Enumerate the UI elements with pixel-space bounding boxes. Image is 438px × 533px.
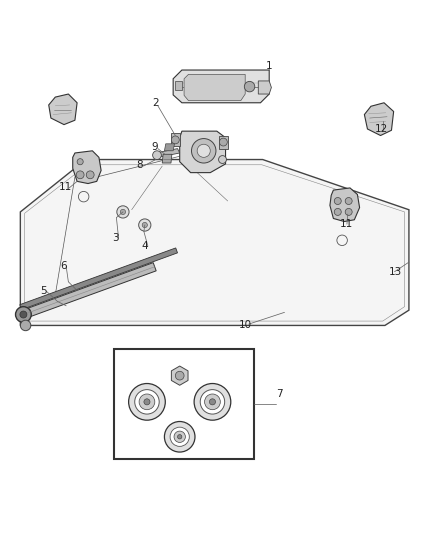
Polygon shape — [22, 263, 156, 319]
Polygon shape — [25, 165, 405, 321]
Circle shape — [139, 219, 151, 231]
Polygon shape — [184, 75, 245, 101]
Text: 10: 10 — [239, 320, 252, 330]
Circle shape — [177, 434, 182, 439]
Polygon shape — [20, 159, 409, 326]
Circle shape — [164, 422, 195, 452]
Polygon shape — [20, 248, 177, 310]
Circle shape — [142, 222, 148, 228]
Text: 8: 8 — [136, 160, 143, 170]
Circle shape — [200, 390, 225, 414]
Circle shape — [135, 390, 159, 414]
Circle shape — [78, 191, 89, 202]
Polygon shape — [258, 81, 272, 94]
Text: 12: 12 — [375, 124, 389, 134]
Circle shape — [219, 156, 226, 164]
Circle shape — [139, 394, 155, 410]
Circle shape — [120, 209, 126, 215]
Circle shape — [337, 235, 347, 246]
Polygon shape — [330, 188, 360, 222]
Circle shape — [209, 399, 215, 405]
Circle shape — [334, 208, 341, 215]
Text: 5: 5 — [40, 286, 47, 296]
Circle shape — [15, 306, 31, 322]
Text: 3: 3 — [112, 233, 118, 243]
Text: 11: 11 — [340, 219, 353, 229]
Polygon shape — [162, 154, 172, 163]
Circle shape — [219, 138, 227, 146]
Circle shape — [194, 384, 231, 420]
Polygon shape — [364, 103, 394, 135]
Circle shape — [175, 372, 184, 380]
Circle shape — [171, 136, 179, 144]
Circle shape — [20, 311, 27, 318]
Polygon shape — [164, 144, 174, 151]
Circle shape — [345, 208, 352, 215]
Polygon shape — [173, 70, 269, 103]
Circle shape — [197, 144, 210, 157]
Circle shape — [20, 320, 31, 330]
Circle shape — [191, 139, 216, 163]
Polygon shape — [155, 149, 180, 157]
Circle shape — [77, 159, 83, 165]
Circle shape — [86, 171, 94, 179]
Circle shape — [334, 198, 341, 205]
Circle shape — [129, 384, 165, 420]
Polygon shape — [49, 94, 77, 125]
Polygon shape — [171, 366, 188, 385]
Text: 7: 7 — [276, 390, 283, 399]
Polygon shape — [219, 135, 228, 149]
Circle shape — [345, 198, 352, 205]
Text: 13: 13 — [389, 267, 403, 277]
Circle shape — [117, 206, 129, 218]
Polygon shape — [171, 133, 180, 147]
Circle shape — [244, 82, 255, 92]
Text: 2: 2 — [152, 98, 159, 108]
Text: 9: 9 — [151, 142, 158, 152]
Polygon shape — [175, 81, 182, 90]
Text: 1: 1 — [266, 61, 272, 71]
Text: 6: 6 — [60, 261, 67, 271]
Circle shape — [170, 427, 189, 446]
Text: 11: 11 — [59, 182, 72, 192]
Circle shape — [144, 399, 150, 405]
Text: 4: 4 — [141, 241, 148, 251]
Polygon shape — [73, 151, 101, 183]
Polygon shape — [180, 131, 226, 173]
FancyBboxPatch shape — [114, 350, 254, 458]
Circle shape — [205, 394, 220, 410]
Circle shape — [174, 431, 185, 442]
Circle shape — [76, 171, 84, 179]
Circle shape — [152, 151, 161, 159]
